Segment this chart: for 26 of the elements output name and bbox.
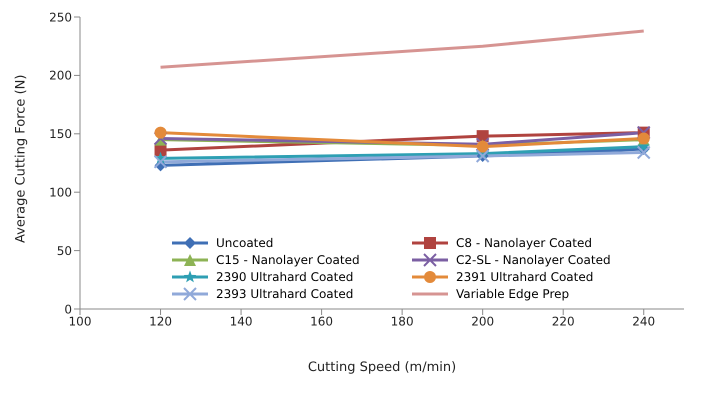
y-axis-title: Average Cutting Force (N) bbox=[14, 74, 29, 243]
x-tick-label: 100 bbox=[68, 314, 92, 329]
legend-label: Variable Edge Prep bbox=[456, 286, 570, 300]
legend-label: 2391 Ultrahard Coated bbox=[456, 270, 594, 284]
legend-label: 2390 Ultrahard Coated bbox=[216, 270, 354, 284]
x-tick-label: 140 bbox=[230, 314, 253, 329]
x-tick-label: 180 bbox=[390, 314, 414, 329]
legend-label: C2-SL - Nanolayer Coated bbox=[456, 252, 611, 266]
y-tick-label: 150 bbox=[49, 127, 72, 142]
y-tick-label: 200 bbox=[49, 68, 72, 83]
legend-label: C8 - Nanolayer Coated bbox=[456, 236, 592, 250]
x-tick-label: 200 bbox=[471, 314, 494, 329]
point bbox=[154, 154, 168, 169]
y-tick-label: 250 bbox=[49, 10, 72, 24]
y-tick-label: 50 bbox=[56, 244, 72, 258]
legend-label: Uncoated bbox=[216, 236, 274, 250]
x-tick-label: 220 bbox=[552, 314, 575, 329]
x-tick-label: 120 bbox=[149, 314, 172, 329]
x-axis-title: Cutting Speed (m/min) bbox=[308, 360, 456, 375]
y-tick-label: 100 bbox=[49, 185, 72, 200]
x-tick-label: 240 bbox=[632, 314, 656, 329]
legend-label: 2393 Ultrahard Coated bbox=[216, 286, 354, 300]
point bbox=[636, 145, 651, 160]
y-tick-label: 0 bbox=[64, 302, 72, 316]
legend-label: C15 - Nanolayer Coated bbox=[216, 252, 360, 266]
x-tick-label: 160 bbox=[310, 314, 334, 329]
